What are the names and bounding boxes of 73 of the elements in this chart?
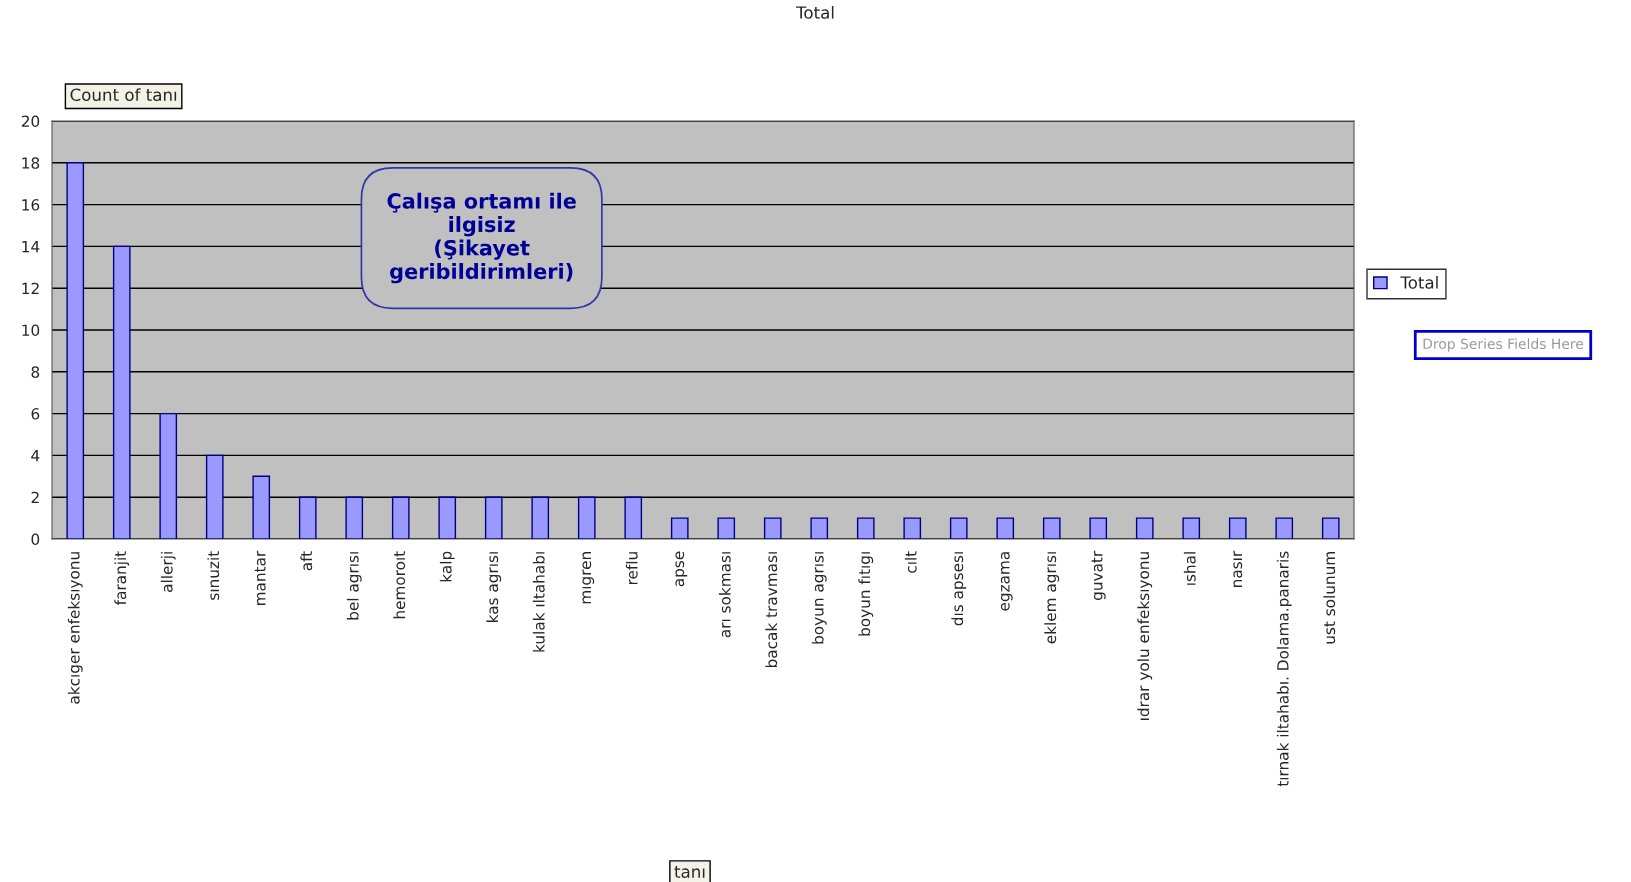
x-tick-label: kas agrısı: [486, 552, 502, 622]
x-tick-label: apse: [675, 551, 688, 587]
x-tick-label: allerji: [160, 552, 176, 592]
legend-label: Total: [1400, 275, 1438, 289]
x-tick-label: arı sokması: [718, 552, 731, 638]
bar: [391, 496, 410, 539]
x-tick-label: tırnak iltahabı. Dolama.panaris: [1276, 551, 1292, 787]
x-tick-label: aft: [300, 551, 313, 571]
x-tick-label: akcıger enfeksıyonu: [67, 552, 83, 704]
chart-title: Total: [795, 5, 834, 19]
bar: [996, 517, 1015, 539]
text: Drop Series Fields Here: [1423, 338, 1584, 352]
bar: [810, 517, 829, 539]
y-tick-label: 6: [31, 408, 40, 420]
x-tick-label: faranjit: [114, 551, 130, 605]
y-tick-label: 16: [22, 199, 40, 211]
bar: [438, 496, 457, 539]
y-tick-label: 0: [31, 533, 40, 546]
x-tick-label: eklem agrısı: [1044, 552, 1060, 644]
bar: [1089, 517, 1108, 539]
annotation: Çalışa ortamı ile ilgisiz (Şikayet geribildirimleri): [387, 192, 576, 284]
bar: [763, 517, 782, 539]
bar: [159, 412, 178, 539]
bar: [670, 517, 689, 539]
y-tick-label: 14: [22, 241, 40, 253]
x-tick-label: reflu: [625, 552, 638, 585]
bar: [1228, 517, 1247, 539]
bar: [531, 496, 550, 539]
x-tick-label: nasır: [1233, 550, 1243, 587]
x-tick-label: ıshal: [1183, 552, 1196, 585]
bar: [1275, 517, 1294, 539]
y-tick-label: 12: [22, 282, 39, 294]
x-tick-label: bel agrısı: [346, 552, 362, 620]
x-tick-label: egzama: [1000, 552, 1013, 611]
y-tick-label: 20: [21, 115, 40, 128]
bar: [717, 517, 736, 539]
bar: [252, 475, 271, 539]
bar: [484, 496, 503, 539]
x-tick-label: boyun agrısı: [811, 552, 827, 644]
y-tick-label: 18: [22, 157, 40, 169]
bar: [112, 245, 131, 539]
bar: [1182, 517, 1201, 539]
bar: [949, 517, 968, 539]
y-tick-label: 10: [22, 324, 40, 337]
bar: [856, 517, 875, 539]
x-tick-label: kalp: [439, 551, 455, 582]
bar: [298, 496, 317, 539]
x-tick-label: mıgren: [582, 552, 595, 604]
bar: [205, 454, 224, 539]
x-tick-label: ust solunum: [1323, 552, 1336, 644]
x-tick-label: hemoroıt: [393, 551, 406, 619]
x-tick-label: bacak travması: [765, 552, 778, 668]
bar: [1135, 517, 1154, 539]
y-tick-label: 2: [31, 491, 39, 503]
x-tick-label: guvatr: [1091, 550, 1106, 601]
bar: [1321, 517, 1340, 539]
bar: [66, 162, 85, 539]
x-tick-label: ıdrar yolu enfeksıyonu: [1137, 552, 1153, 720]
x-tick-label: cılt: [904, 551, 917, 573]
x-tick-label: dıs apsesı: [951, 552, 967, 626]
x-tick-label: kulak ıltahabı: [532, 552, 545, 652]
y-tick-label: 8: [31, 366, 40, 378]
y-axis-title: Count of tanı: [70, 88, 177, 102]
x-axis-title: tanı: [674, 866, 705, 878]
x-tick-label: boyun fıtıgı: [858, 552, 874, 636]
bar: [1042, 517, 1061, 539]
bar: [345, 496, 364, 539]
y-tick-label: 4: [31, 450, 40, 462]
x-tick-label: sınuzit: [207, 551, 220, 600]
x-tick-label: mantar: [254, 550, 266, 605]
bar: [903, 517, 922, 539]
bar: [624, 496, 643, 539]
bar: [577, 496, 596, 539]
